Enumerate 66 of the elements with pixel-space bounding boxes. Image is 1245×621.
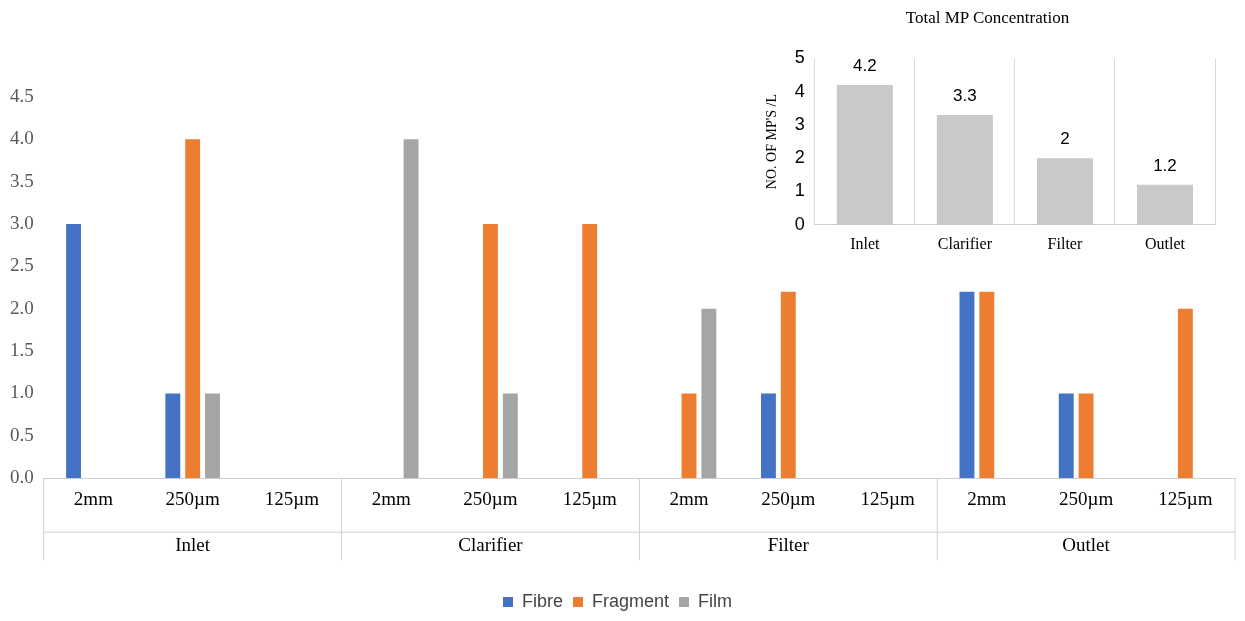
bar (979, 291, 995, 479)
y-tick-label: 0 (794, 213, 805, 234)
x-tick-label: 2mm (967, 487, 1007, 509)
bar (959, 291, 975, 479)
x-tick-label: 2mm (73, 487, 114, 509)
y-tick-label: 1 (794, 180, 805, 201)
chart-title: Total MP Concentration (905, 7, 1070, 27)
text: Inlet (175, 534, 211, 556)
bar (502, 393, 518, 479)
x-tick-label: 125µm (264, 487, 320, 509)
y-tick-label: 2.5 (10, 254, 34, 276)
y-tick-label: 4.0 (10, 127, 34, 149)
x-tick-label: Inlet (850, 234, 881, 252)
y-axis-title: NO. OF MP'S /L (764, 94, 780, 190)
y-tick-label: 0.5 (10, 423, 34, 445)
bar (1036, 158, 1093, 225)
bar (701, 308, 717, 479)
bar (483, 224, 498, 479)
bar (1058, 393, 1074, 479)
y-tick-label: 3 (794, 113, 805, 134)
y-tick-label: 4.5 (10, 84, 34, 106)
bar (780, 291, 796, 479)
data-label: 4.2 (853, 56, 877, 76)
x-tick-label: Filter (1047, 234, 1083, 252)
bar (205, 393, 220, 479)
bar (1078, 393, 1094, 479)
bar (1136, 184, 1193, 225)
data-label: 1.2 (1153, 156, 1177, 176)
x-tick-label: 250µm (1058, 487, 1114, 509)
x-tick-label: 125µm (562, 487, 618, 509)
bar (403, 139, 419, 479)
data-label: 2 (1060, 129, 1070, 149)
y-tick-label: 3.5 (10, 169, 34, 191)
bar (760, 393, 776, 479)
bar (582, 224, 598, 479)
text: Filter (767, 534, 810, 556)
legend-label: Fibre (521, 590, 563, 611)
x-tick-label: 250µm (463, 487, 518, 509)
x-tick-label: 250µm (165, 487, 220, 509)
bar (681, 393, 697, 479)
y-tick-label: 5 (794, 47, 805, 68)
y-tick-label: 1.5 (10, 339, 34, 361)
bar (1177, 308, 1193, 479)
bar (66, 224, 81, 479)
bar (936, 114, 993, 225)
bar (836, 85, 893, 225)
text: Outlet (1062, 534, 1111, 556)
x-tick-label: 2mm (669, 487, 709, 509)
x-tick-label: Clarifier (937, 234, 993, 252)
legend-label: Fragment (592, 590, 670, 611)
y-tick-label: 0.0 (10, 466, 34, 488)
text: Clarifier (458, 534, 524, 556)
legend-label: Film (698, 590, 733, 611)
y-tick-label: 4 (794, 80, 805, 101)
y-tick-label: 2.0 (10, 296, 34, 318)
y-tick-label: 1.0 (10, 381, 34, 403)
x-tick-label: 125µm (1158, 487, 1213, 509)
x-tick-label: 2mm (371, 487, 411, 509)
x-tick-label: 125µm (860, 487, 915, 509)
bar (185, 139, 201, 479)
x-tick-label: 250µm (761, 487, 816, 509)
bar (165, 393, 181, 479)
y-tick-label: 3.0 (10, 212, 34, 234)
y-tick-label: 2 (794, 147, 805, 168)
data-label: 3.3 (953, 86, 977, 106)
x-tick-label: Outlet (1144, 234, 1186, 252)
